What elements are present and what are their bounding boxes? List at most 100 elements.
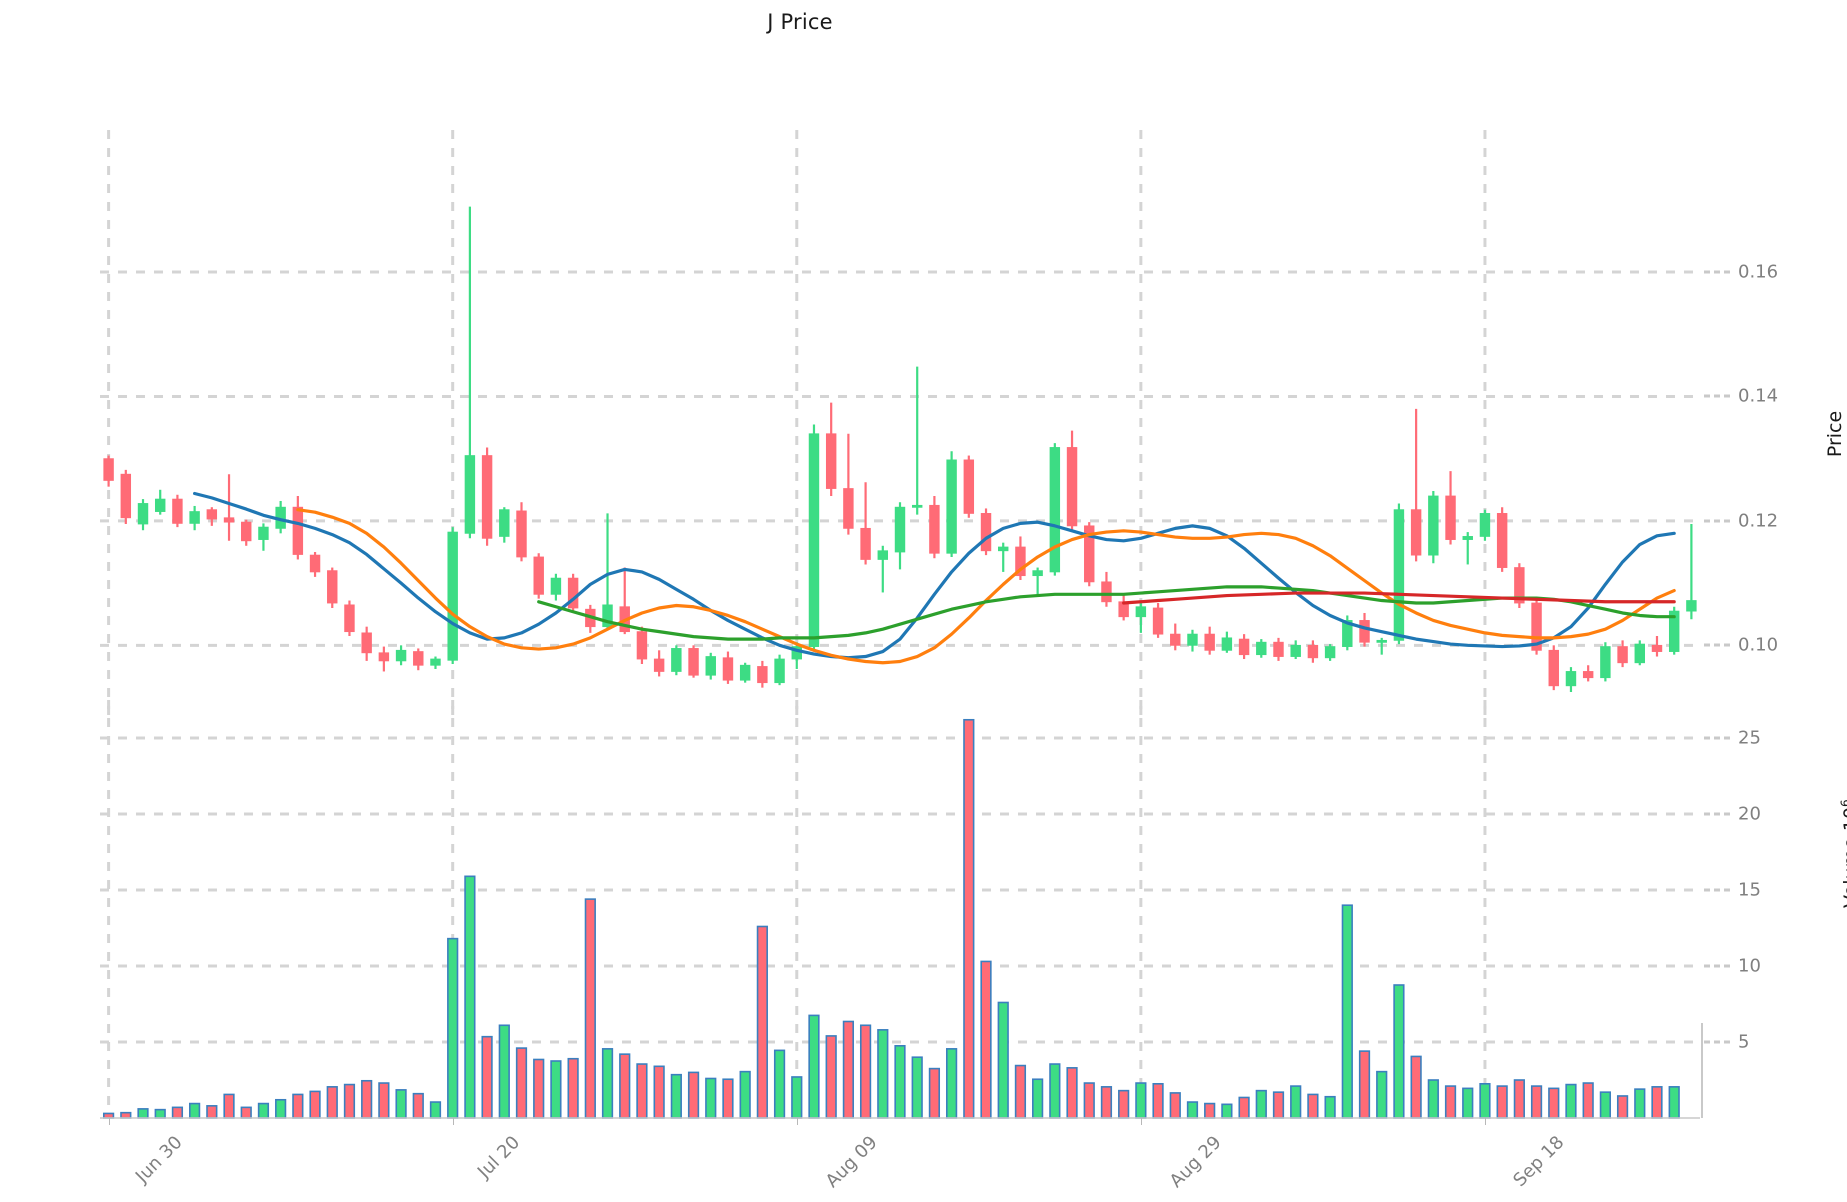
candle-body[interactable] bbox=[1410, 509, 1422, 556]
volume-bar[interactable] bbox=[533, 1058, 545, 1119]
volume-bar[interactable] bbox=[240, 1106, 252, 1119]
candle-body[interactable] bbox=[636, 631, 648, 660]
volume-bar[interactable] bbox=[928, 1067, 941, 1119]
volume-bar[interactable] bbox=[481, 1035, 493, 1119]
candle-body[interactable] bbox=[1479, 513, 1491, 537]
volume-bar[interactable] bbox=[515, 1047, 528, 1119]
candle-body[interactable] bbox=[1393, 509, 1405, 641]
candle-body[interactable] bbox=[1032, 570, 1043, 577]
candle-body[interactable] bbox=[653, 658, 665, 672]
volume-bar[interactable] bbox=[1427, 1079, 1439, 1119]
volume-bar[interactable] bbox=[825, 1035, 837, 1119]
volume-bar[interactable] bbox=[1032, 1078, 1044, 1119]
candle-body[interactable] bbox=[1256, 641, 1267, 656]
candle-body[interactable] bbox=[1273, 641, 1284, 657]
candle-body[interactable] bbox=[1514, 567, 1525, 604]
volume-bar[interactable] bbox=[842, 1020, 855, 1119]
candle-body[interactable] bbox=[1342, 620, 1353, 647]
volume-bar[interactable] bbox=[1014, 1064, 1027, 1119]
candle-body[interactable] bbox=[309, 554, 321, 573]
candle-body[interactable] bbox=[430, 658, 441, 666]
volume-bar[interactable] bbox=[1410, 1055, 1422, 1119]
volume-bar[interactable] bbox=[1496, 1085, 1508, 1119]
volume-bar[interactable] bbox=[498, 1024, 510, 1119]
candle-body[interactable] bbox=[1600, 646, 1611, 679]
volume-bar[interactable] bbox=[1582, 1082, 1594, 1119]
volume-bar[interactable] bbox=[1255, 1089, 1267, 1119]
volume-bar[interactable] bbox=[1651, 1086, 1663, 1119]
volume-bar[interactable] bbox=[395, 1089, 407, 1119]
volume-bar[interactable] bbox=[653, 1065, 665, 1119]
candle-body[interactable] bbox=[223, 517, 235, 523]
volume-bar[interactable] bbox=[1152, 1082, 1164, 1119]
candle-body[interactable] bbox=[1565, 671, 1577, 687]
candle-body[interactable] bbox=[722, 657, 734, 681]
volume-bar[interactable] bbox=[1358, 1050, 1371, 1119]
candle-body[interactable] bbox=[1135, 606, 1147, 618]
volume-bar[interactable] bbox=[1135, 1082, 1147, 1119]
volume-bar[interactable] bbox=[1634, 1088, 1646, 1119]
candle-body[interactable] bbox=[499, 509, 510, 537]
volume-bar[interactable] bbox=[1118, 1089, 1130, 1119]
volume-bar[interactable] bbox=[412, 1092, 424, 1119]
candle-body[interactable] bbox=[1066, 447, 1078, 527]
volume-bar[interactable] bbox=[550, 1060, 562, 1119]
candle-body[interactable] bbox=[154, 498, 166, 512]
candle-body[interactable] bbox=[378, 652, 390, 662]
candle-body[interactable] bbox=[327, 570, 338, 604]
volume-bar[interactable] bbox=[619, 1053, 631, 1119]
volume-bar[interactable] bbox=[584, 898, 596, 1119]
candle-body[interactable] bbox=[739, 664, 751, 681]
volume-bar[interactable] bbox=[223, 1093, 235, 1119]
candle-body[interactable] bbox=[1582, 671, 1594, 679]
volume-bar[interactable] bbox=[1204, 1102, 1216, 1119]
volume-bar[interactable] bbox=[257, 1102, 270, 1119]
volume-bar[interactable] bbox=[670, 1073, 682, 1119]
volume-bar[interactable] bbox=[1083, 1082, 1095, 1119]
candle-body[interactable] bbox=[516, 510, 527, 558]
candle-body[interactable] bbox=[1101, 581, 1112, 603]
volume-bar[interactable] bbox=[739, 1070, 751, 1119]
candle-body[interactable] bbox=[894, 506, 906, 553]
volume-bar[interactable] bbox=[1513, 1079, 1525, 1119]
candle-body[interactable] bbox=[1428, 495, 1439, 556]
volume-bar[interactable] bbox=[773, 1049, 786, 1119]
volume-bar[interactable] bbox=[687, 1071, 700, 1119]
candle-body[interactable] bbox=[1445, 495, 1456, 540]
candle-body[interactable] bbox=[1204, 633, 1215, 651]
candle-body[interactable] bbox=[929, 504, 940, 554]
volume-bar[interactable] bbox=[1616, 1095, 1629, 1119]
candle-body[interactable] bbox=[1170, 633, 1181, 646]
volume-bar[interactable] bbox=[309, 1090, 321, 1119]
volume-bar[interactable] bbox=[1444, 1085, 1457, 1119]
candle-body[interactable] bbox=[1084, 525, 1095, 583]
volume-bar[interactable] bbox=[601, 1048, 614, 1119]
candle-body[interactable] bbox=[757, 666, 768, 684]
candle-body[interactable] bbox=[172, 498, 183, 524]
volume-bar[interactable] bbox=[1169, 1092, 1181, 1119]
volume-bar[interactable] bbox=[859, 1024, 872, 1119]
candle-body[interactable] bbox=[464, 455, 476, 534]
candle-body[interactable] bbox=[1152, 607, 1164, 635]
candle-body[interactable] bbox=[825, 433, 837, 489]
volume-bar[interactable] bbox=[1599, 1091, 1611, 1119]
volume-bar[interactable] bbox=[361, 1079, 373, 1119]
candle-body[interactable] bbox=[550, 577, 562, 595]
candle-body[interactable] bbox=[1376, 639, 1387, 643]
volume-bar[interactable] bbox=[120, 1111, 132, 1119]
price-plot-area[interactable] bbox=[100, 130, 1700, 720]
volume-bar[interactable] bbox=[1341, 904, 1353, 1119]
candle-body[interactable] bbox=[1307, 644, 1319, 659]
candle-body[interactable] bbox=[688, 648, 699, 676]
volume-bar[interactable] bbox=[189, 1102, 201, 1119]
candle-body[interactable] bbox=[137, 503, 149, 525]
volume-bar[interactable] bbox=[154, 1108, 166, 1119]
candle-body[interactable] bbox=[877, 550, 889, 560]
candle-body[interactable] bbox=[998, 546, 1009, 552]
candle-body[interactable] bbox=[1548, 649, 1559, 687]
candle-body[interactable] bbox=[1324, 646, 1336, 659]
candle-body[interactable] bbox=[206, 509, 218, 520]
volume-bar[interactable] bbox=[705, 1077, 717, 1119]
volume-bar[interactable] bbox=[1307, 1093, 1319, 1119]
volume-bar[interactable] bbox=[292, 1093, 304, 1119]
